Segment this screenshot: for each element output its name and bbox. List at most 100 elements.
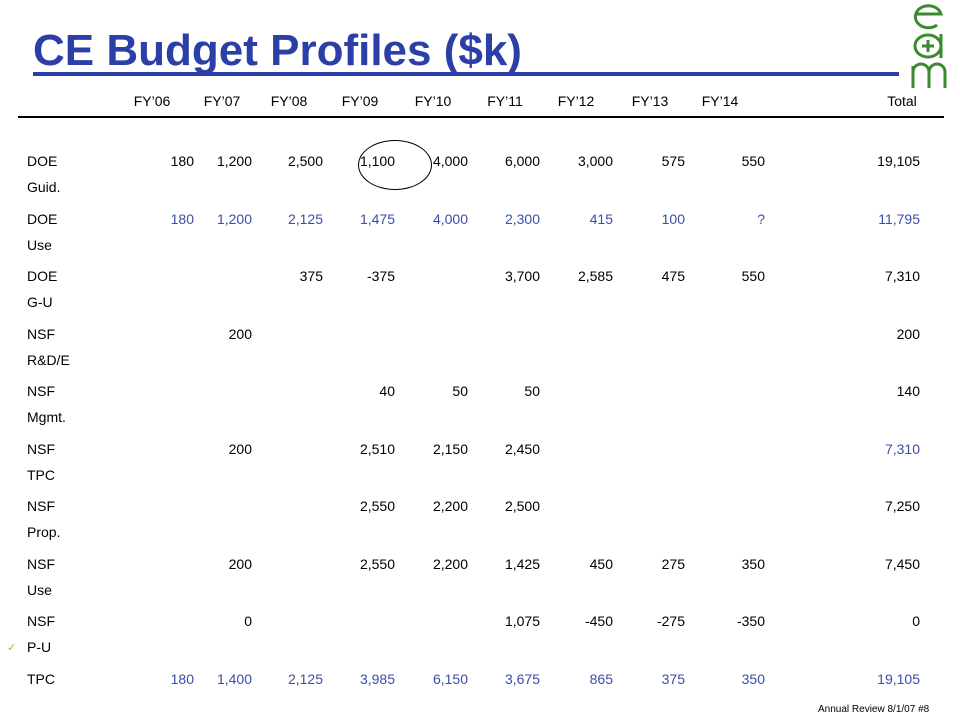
table-cell: 7,310 (884, 440, 920, 457)
table-cell: 1,425 (504, 555, 540, 572)
row-sublabel: Prop. (27, 524, 61, 540)
table-cell: -450 (584, 613, 613, 629)
table-cell: 7,450 (884, 555, 920, 572)
checkmark-icon: ✓ (7, 642, 17, 654)
table-cell: 200 (228, 555, 252, 572)
table-cell: 2,585 (577, 268, 613, 284)
table-cell: 2,550 (359, 498, 395, 514)
table-cell: 200 (896, 325, 920, 342)
table-cell: 2,500 (287, 153, 323, 169)
table-cell: 2,150 (432, 440, 468, 457)
table-cell: 1,400 (216, 670, 252, 687)
column-header: FY’08 (270, 93, 308, 109)
table-cell: 4,000 (432, 153, 468, 169)
row-label: NSF (27, 498, 55, 514)
row-sublabel: TPC (27, 466, 55, 483)
table-cell: 1,075 (504, 613, 540, 629)
table-cell: 2,200 (432, 498, 468, 514)
table-cell: 2,125 (287, 670, 323, 687)
table-cell: 4,000 (432, 210, 468, 227)
row-label: NSF (27, 613, 55, 629)
table-cell: 350 (741, 555, 765, 572)
table-cell: 19,105 (877, 670, 920, 687)
column-header: FY’09 (341, 93, 379, 109)
table-cell: 375 (661, 670, 685, 687)
table-cell: 450 (589, 555, 613, 572)
row-sublabel: R&D/E (27, 351, 70, 368)
table-cell: 11,795 (878, 210, 920, 227)
table-cell: 1,200 (216, 153, 252, 169)
table-cell: 475 (661, 268, 685, 284)
row-label: NSF (27, 555, 55, 572)
table-cell: 575 (661, 153, 685, 169)
column-header: FY’06 (133, 93, 171, 109)
highlight-circle (358, 140, 432, 190)
table-cell: 550 (741, 153, 765, 169)
table-cell: -275 (656, 613, 685, 629)
table-cell: 375 (299, 268, 323, 284)
column-header: Total (887, 93, 917, 109)
table-cell: 50 (452, 383, 468, 399)
table-cell: 180 (170, 153, 194, 169)
row-sublabel: P-U (27, 639, 52, 655)
column-header: FY’11 (487, 93, 523, 109)
table-cell: -350 (736, 613, 765, 629)
table-cell: 180 (170, 210, 194, 227)
table-cell: 6,000 (504, 153, 540, 169)
table-cell: 2,300 (504, 210, 540, 227)
table-cell: 350 (741, 670, 765, 687)
footer-text: Annual Review 8/1/07 #8 (818, 704, 930, 715)
table-cell: ? (757, 210, 765, 227)
table-cell: 0 (912, 613, 920, 629)
title-underline (33, 72, 899, 76)
row-label: DOE (27, 210, 58, 227)
column-header: FY’13 (631, 93, 669, 109)
table-cell: 2,510 (359, 440, 395, 457)
row-label: DOE (27, 268, 58, 284)
table-cell: 200 (228, 325, 252, 342)
row-label: NSF (27, 325, 55, 342)
table-cell: 415 (589, 210, 613, 227)
table-cell: 1,200 (216, 210, 252, 227)
table-cell: -375 (366, 268, 395, 284)
header-rule (18, 116, 944, 118)
column-header: FY’14 (701, 93, 739, 109)
edm-logo-icon (911, 4, 947, 88)
table-cell: 2,550 (359, 555, 395, 572)
table-cell: 200 (228, 440, 252, 457)
table-cell: 2,125 (287, 210, 323, 227)
table-cell: 865 (589, 670, 613, 687)
table-cell: 2,200 (432, 555, 468, 572)
row-label: TPC (27, 670, 55, 687)
row-label: DOE (27, 153, 58, 169)
row-sublabel: G-U (27, 294, 53, 310)
table-cell: 0 (244, 613, 252, 629)
table-cell: 2,500 (504, 498, 540, 514)
table-cell: 3,675 (504, 670, 540, 687)
table-cell: 275 (661, 555, 685, 572)
table-cell: 3,000 (577, 153, 613, 169)
table-cell: 7,310 (884, 268, 920, 284)
column-header: FY’12 (557, 93, 595, 109)
page-title: CE Budget Profiles ($k) (33, 26, 522, 75)
row-sublabel: Use (27, 236, 52, 253)
table-cell: 2,450 (504, 440, 540, 457)
row-label: NSF (27, 440, 55, 457)
table-cell: 7,250 (884, 498, 920, 514)
row-sublabel: Use (27, 581, 52, 598)
row-label: NSF (27, 383, 55, 399)
row-sublabel: Guid. (27, 179, 61, 195)
table-cell: 140 (896, 383, 920, 399)
table-cell: 40 (379, 383, 395, 399)
table-cell: 3,700 (504, 268, 540, 284)
column-header: FY’07 (203, 93, 241, 109)
row-sublabel: Mgmt. (27, 409, 66, 425)
column-header: FY’10 (414, 93, 452, 109)
table-cell: 100 (661, 210, 685, 227)
table-cell: 19,105 (877, 153, 920, 169)
table-cell: 6,150 (432, 670, 468, 687)
table-cell: 180 (170, 670, 194, 687)
table-cell: 550 (741, 268, 765, 284)
table-cell: 3,985 (359, 670, 395, 687)
